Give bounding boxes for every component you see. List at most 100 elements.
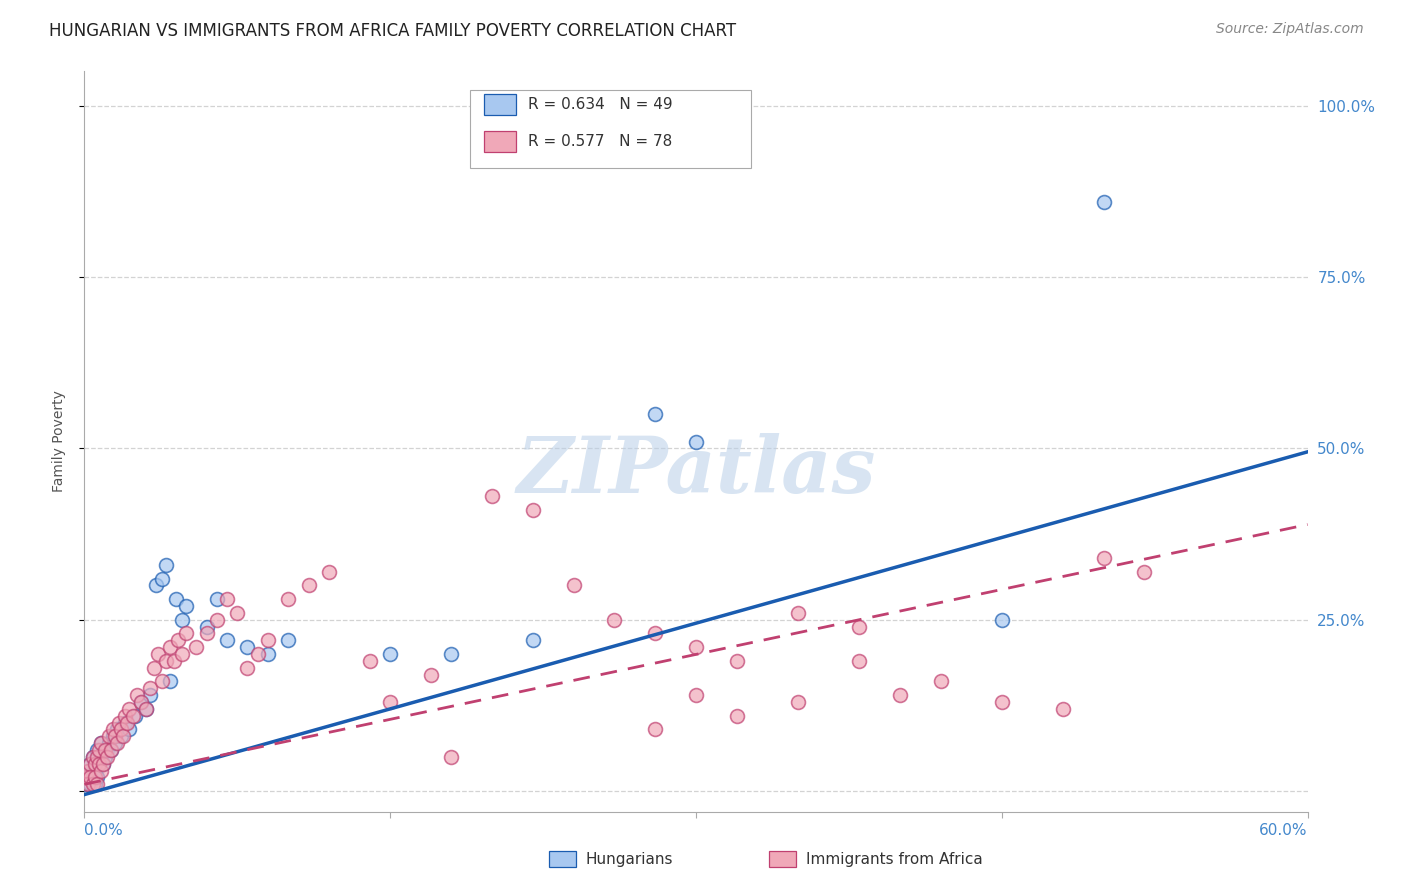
Point bbox=[122, 708, 145, 723]
Point bbox=[90, 750, 112, 764]
Point bbox=[135, 702, 157, 716]
Point bbox=[174, 599, 197, 613]
Point bbox=[100, 743, 122, 757]
Point bbox=[91, 756, 114, 771]
Point bbox=[83, 777, 105, 791]
Point bbox=[90, 736, 112, 750]
Point bbox=[110, 723, 132, 737]
Point bbox=[603, 613, 626, 627]
Point bbox=[195, 620, 218, 634]
Point bbox=[725, 708, 748, 723]
Point bbox=[110, 729, 132, 743]
Point bbox=[82, 750, 104, 764]
Point bbox=[101, 729, 124, 743]
Bar bbox=[484, 131, 516, 152]
Point bbox=[562, 578, 585, 592]
Point bbox=[138, 681, 160, 696]
Point bbox=[848, 620, 870, 634]
Point bbox=[101, 723, 124, 737]
Point bbox=[186, 640, 208, 655]
Point bbox=[1133, 565, 1156, 579]
Point bbox=[82, 750, 104, 764]
Point bbox=[138, 688, 160, 702]
Point bbox=[90, 736, 112, 750]
Point bbox=[318, 565, 340, 579]
Point bbox=[725, 654, 748, 668]
Point bbox=[163, 654, 186, 668]
Point bbox=[90, 764, 112, 778]
Point bbox=[195, 626, 218, 640]
Point bbox=[991, 613, 1014, 627]
Point bbox=[142, 661, 165, 675]
Point bbox=[104, 729, 127, 743]
Point bbox=[131, 695, 153, 709]
FancyBboxPatch shape bbox=[470, 90, 751, 168]
Point bbox=[124, 708, 146, 723]
Point bbox=[145, 578, 167, 592]
Point bbox=[146, 647, 169, 661]
Point bbox=[359, 654, 381, 668]
Point bbox=[135, 702, 157, 716]
Point bbox=[236, 640, 259, 655]
Point bbox=[105, 736, 128, 750]
Point bbox=[1092, 551, 1115, 566]
Point bbox=[115, 715, 138, 730]
Point bbox=[112, 729, 135, 743]
Point bbox=[79, 756, 101, 771]
Bar bbox=[769, 851, 796, 867]
Point bbox=[277, 592, 299, 607]
Point bbox=[82, 771, 104, 785]
Point bbox=[522, 503, 544, 517]
Y-axis label: Family Poverty: Family Poverty bbox=[52, 391, 66, 492]
Point bbox=[114, 715, 136, 730]
Point bbox=[87, 743, 110, 757]
Text: 0.0%: 0.0% bbox=[84, 822, 124, 838]
Point bbox=[86, 750, 108, 764]
Point bbox=[77, 764, 100, 778]
Point bbox=[91, 756, 114, 771]
Point bbox=[97, 736, 120, 750]
Point bbox=[172, 613, 194, 627]
Point bbox=[105, 723, 128, 737]
Point bbox=[131, 695, 153, 709]
Point bbox=[108, 715, 131, 730]
Point bbox=[79, 771, 101, 785]
Point bbox=[150, 572, 173, 586]
Point bbox=[83, 771, 105, 785]
Point bbox=[226, 606, 249, 620]
Text: ZIPatlas: ZIPatlas bbox=[516, 433, 876, 509]
Text: Immigrants from Africa: Immigrants from Africa bbox=[806, 852, 983, 867]
Point bbox=[165, 592, 187, 607]
Point bbox=[150, 674, 173, 689]
Point bbox=[86, 777, 108, 791]
Text: Source: ZipAtlas.com: Source: ZipAtlas.com bbox=[1216, 22, 1364, 37]
Point bbox=[79, 756, 101, 771]
Point bbox=[100, 743, 122, 757]
Point bbox=[644, 407, 666, 421]
Point bbox=[380, 695, 402, 709]
Point bbox=[848, 654, 870, 668]
Point bbox=[481, 489, 503, 503]
Point bbox=[155, 654, 177, 668]
Point bbox=[889, 688, 911, 702]
Point bbox=[167, 633, 190, 648]
Point bbox=[159, 640, 181, 655]
Text: R = 0.634   N = 49: R = 0.634 N = 49 bbox=[529, 97, 673, 112]
Point bbox=[217, 592, 239, 607]
Point bbox=[77, 764, 100, 778]
Point bbox=[118, 702, 141, 716]
Point bbox=[787, 695, 810, 709]
Point bbox=[522, 633, 544, 648]
Point bbox=[440, 647, 463, 661]
Point bbox=[83, 756, 105, 771]
Point bbox=[87, 756, 110, 771]
Point bbox=[685, 640, 707, 655]
Point bbox=[104, 736, 127, 750]
Point bbox=[991, 695, 1014, 709]
Point bbox=[174, 626, 197, 640]
Text: HUNGARIAN VS IMMIGRANTS FROM AFRICA FAMILY POVERTY CORRELATION CHART: HUNGARIAN VS IMMIGRANTS FROM AFRICA FAMI… bbox=[49, 22, 737, 40]
Point bbox=[217, 633, 239, 648]
Point bbox=[644, 626, 666, 640]
Point bbox=[440, 750, 463, 764]
Point bbox=[79, 777, 101, 791]
